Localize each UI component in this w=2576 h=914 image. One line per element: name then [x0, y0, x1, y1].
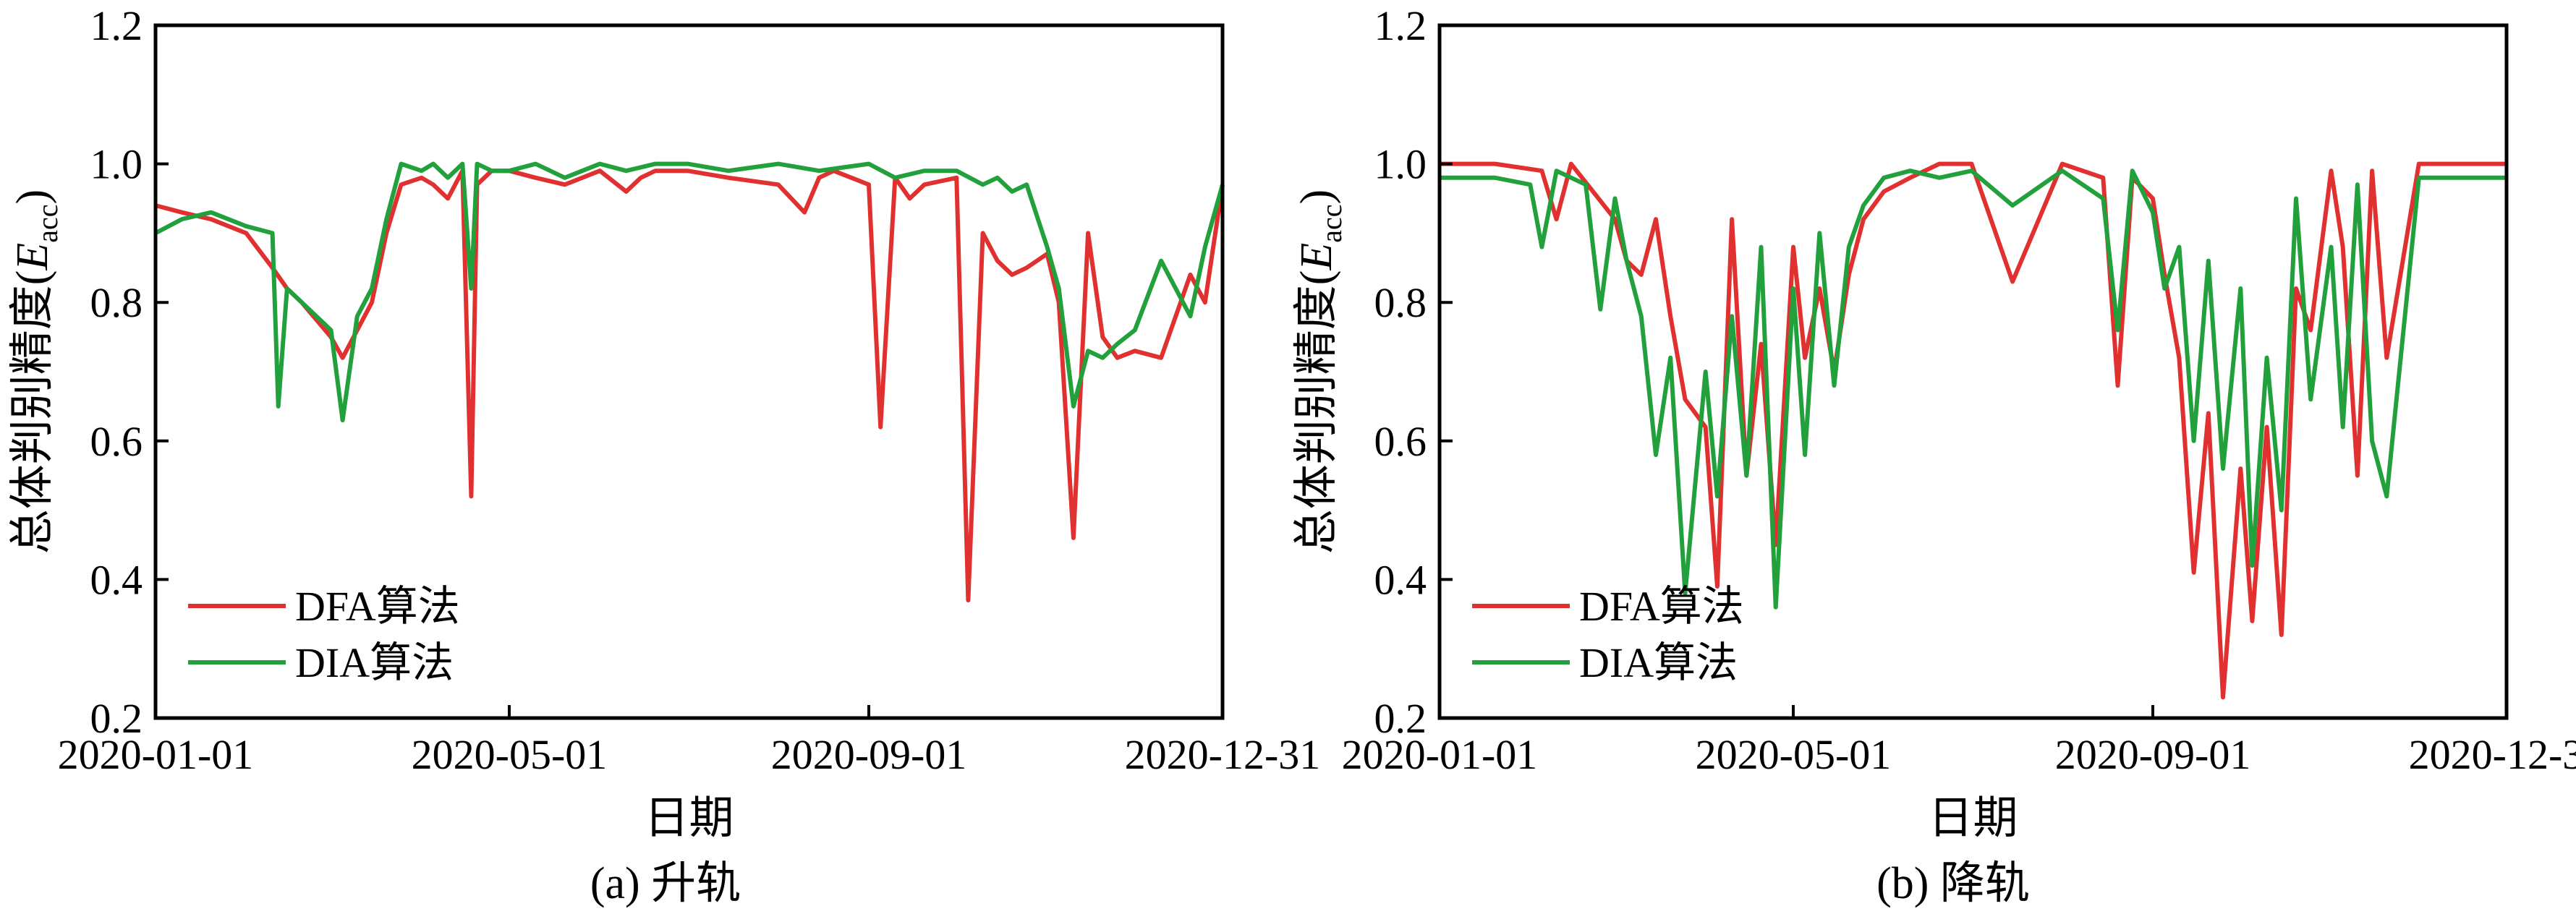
y-tick-label: 0.2 [1374, 695, 1427, 742]
y-axis-title-var: E [8, 243, 57, 271]
y-tick-label: 0.8 [90, 279, 143, 326]
y-tick-label: 1.0 [1374, 141, 1427, 188]
x-tick-label: 2020-12-31 [1125, 731, 1321, 778]
x-tick-label: 2020-05-01 [1696, 731, 1892, 778]
x-axis-title: 日期 [1928, 794, 2018, 843]
panel-a-ascending: 0.2 0.4 0.6 0.8 1.0 1.2 2020-01-01 2020-05-01 20… [8, 2, 1320, 908]
series-line-dfa [155, 168, 1225, 603]
y-axis-title-var: E [1292, 243, 1341, 271]
y-axis-title-close: ) [8, 189, 57, 205]
y-axis-title-main: 总体判别精度( [8, 270, 57, 555]
panel-b-descending: 0.2 0.4 0.6 0.8 1.0 1.2 2020-01-01 2020-05-01 20… [1292, 2, 2576, 908]
x-axis-title: 日期 [644, 794, 734, 843]
y-axis-title: 总体判别精度(Eacc) [8, 189, 64, 554]
panel-caption: (a) 升轨 [590, 859, 741, 908]
y-axis-title-main: 总体判别精度( [1292, 270, 1341, 555]
series-line-dfa [1440, 161, 2507, 700]
y-tick-label: 1.0 [90, 141, 143, 188]
y-tick-label: 0.2 [90, 695, 143, 742]
legend-label-dfa: DFA算法 [1579, 583, 1744, 630]
x-tick-label: 2020-09-01 [771, 731, 967, 778]
y-tick-label: 0.4 [1374, 556, 1427, 603]
y-tick-label: 0.6 [90, 418, 143, 465]
series-line-dia [154, 161, 1225, 423]
x-tick-label: 2020-09-01 [2055, 731, 2251, 778]
panel-caption: (b) 降轨 [1876, 859, 2030, 908]
x-tick-label: 2020-12-31 [2409, 731, 2576, 778]
y-tick-label: 0.6 [1374, 418, 1427, 465]
y-axis-title-sub: acc [1315, 204, 1348, 242]
legend-label-dia: DIA算法 [1579, 639, 1738, 686]
y-tick-label: 0.4 [90, 556, 143, 603]
y-axis-title-sub: acc [31, 204, 64, 242]
y-axis-title: 总体判别精度(Eacc) [1292, 189, 1348, 554]
legend-label-dfa: DFA算法 [295, 583, 460, 630]
x-tick-label: 2020-01-01 [1342, 731, 1538, 778]
y-tick-label: 0.8 [1374, 279, 1427, 326]
y-tick-label: 1.2 [1374, 2, 1427, 49]
y-axis-title-close: ) [1292, 189, 1341, 205]
plot-frame [153, 23, 1225, 720]
series-line-dia [1440, 168, 2507, 610]
plot-frame [1437, 23, 2509, 720]
y-tick-label: 1.2 [90, 2, 143, 49]
x-tick-label: 2020-01-01 [58, 731, 254, 778]
legend-label-dia: DIA算法 [295, 639, 454, 686]
x-tick-label: 2020-05-01 [412, 731, 608, 778]
